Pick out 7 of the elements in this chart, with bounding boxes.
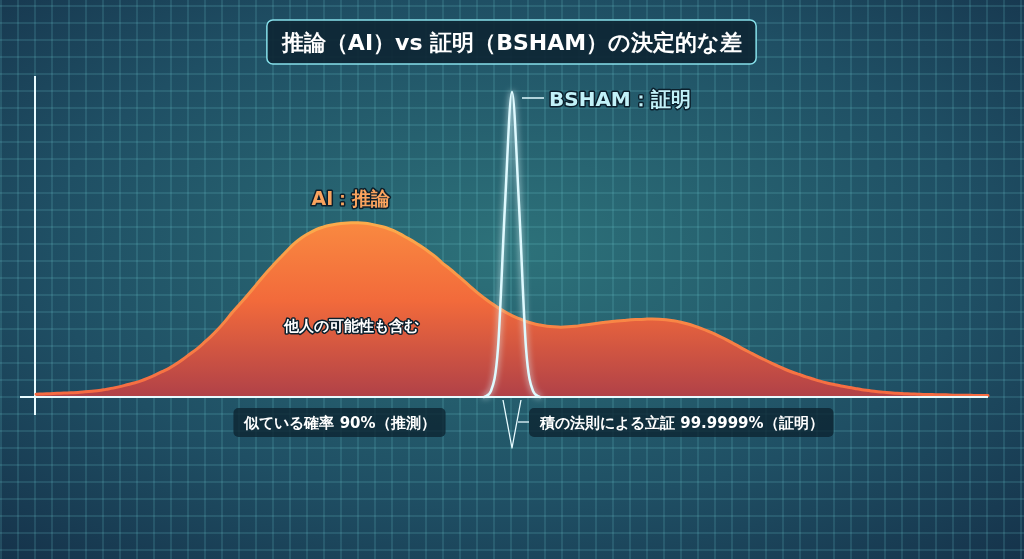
annotation: 似ている確率 90%（推測）: [233, 408, 446, 437]
annotation: 他人の可能性も含む: [283, 317, 419, 336]
series-label: AI：推論: [311, 186, 392, 209]
title: 推論（AI）vs 証明（BSHAM）の決定的な差: [266, 19, 757, 65]
annotation: 積の法則による立証 99.9999%（証明）: [529, 408, 834, 437]
legend-label: BSHAM：証明: [549, 87, 691, 111]
chart-title: 推論（AI）vs 証明（BSHAM）の決定的な差: [280, 30, 743, 55]
